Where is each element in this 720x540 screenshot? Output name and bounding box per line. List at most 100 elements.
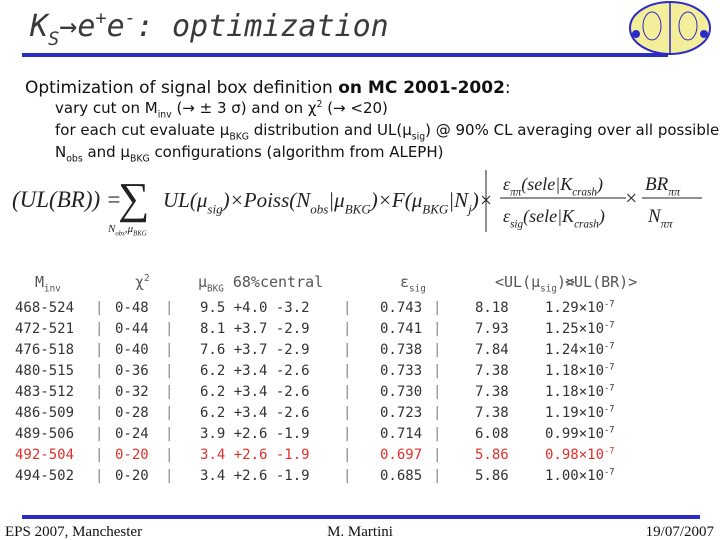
column-separator: |	[95, 342, 103, 358]
superscript: -7	[604, 341, 614, 351]
subscript: sig	[540, 284, 557, 295]
subscript: sig	[409, 284, 426, 295]
column-separator: |	[433, 447, 441, 463]
column-separator: |	[165, 363, 173, 379]
table-cell: 1.18×10-7	[545, 362, 614, 379]
subscript: crash	[574, 218, 599, 230]
logo	[629, 1, 711, 55]
text-run: 1.24×10	[545, 342, 604, 358]
subscript: inv	[44, 284, 61, 295]
table-cell: 7.93	[475, 321, 509, 337]
text-run: χ	[135, 273, 144, 291]
text-run: =	[106, 187, 122, 212]
column-separator: |	[165, 447, 173, 463]
subscript: ππ	[668, 186, 681, 199]
superscript: -7	[604, 404, 614, 414]
text-run: |μ	[328, 188, 344, 212]
text-run: <UL(μ	[495, 273, 540, 291]
heading: Optimization of signal box definition on…	[25, 78, 511, 98]
column-separator: |	[165, 468, 173, 484]
table-cell: 5.86	[475, 447, 509, 463]
text-run: 0.98×10	[545, 447, 604, 463]
text-run: |N	[448, 188, 469, 212]
br-denominator: Nππ	[647, 206, 674, 231]
text-run: on MC 2001-2002	[338, 78, 505, 98]
table-cell: 0.714	[380, 426, 422, 442]
column-separator: |	[433, 300, 441, 316]
formula-sum-range: Nobs,μBKG	[107, 223, 147, 237]
table-cell: 0-44	[115, 321, 149, 337]
column-separator: |	[433, 321, 441, 337]
formula-equals: =	[106, 187, 122, 212]
superscript: -7	[604, 467, 614, 477]
subscript: obs	[66, 154, 83, 165]
formula-times: ×	[624, 186, 638, 210]
column-separator: |	[95, 384, 103, 400]
bullet: for each cut evaluate μBKG distribution …	[55, 121, 719, 143]
br-numerator: BRππ	[645, 174, 681, 199]
table-cell: 0-24	[115, 426, 149, 442]
slide-title: KS→e+e-: optimization	[29, 8, 389, 50]
table-cell: 494-502	[15, 468, 74, 484]
column-separator: |	[343, 363, 351, 379]
superscript: 2	[317, 99, 323, 110]
text-run: 0.99×10	[545, 426, 604, 442]
table-cell: 3.4 +2.6 -1.9	[200, 447, 310, 463]
table-cell: 8.1 +3.7 -2.9	[200, 321, 310, 337]
subscript: BKG	[229, 132, 249, 143]
text-run: and μ	[83, 143, 131, 161]
subscript: BKG	[133, 230, 147, 237]
table-cell: 6.08	[475, 426, 509, 442]
table-cell: 0-40	[115, 342, 149, 358]
column-header: <UL(μsig)>	[495, 273, 575, 295]
table-cell: 7.38	[475, 405, 509, 421]
column-separator: |	[165, 321, 173, 337]
text-run: μ	[198, 273, 207, 291]
subscript: sig	[207, 201, 223, 216]
table-cell: 0-20	[115, 468, 149, 484]
text-run: ,μ	[125, 223, 134, 235]
text-run: 1.18×10	[545, 363, 604, 379]
text-run: )×	[471, 188, 493, 212]
superscript: -7	[604, 362, 614, 372]
column-separator: |	[95, 363, 103, 379]
text-run: →e	[59, 9, 95, 44]
column-header: <UL(BR)>	[565, 273, 637, 291]
table-cell: 468-524	[15, 300, 74, 316]
text-run: )×Poiss(N	[222, 188, 312, 212]
subscript: sig	[510, 218, 523, 230]
text-run: ε	[503, 206, 511, 226]
text-run: configurations (algorithm from ALEPH)	[150, 143, 444, 161]
table-cell: 6.2 +3.4 -2.6	[200, 363, 310, 379]
text-run: BR	[645, 174, 669, 195]
text-run: ) @ 90% CL averaging over all possible	[425, 121, 719, 139]
subscript: BKG	[130, 154, 150, 165]
table-cell: 0.741	[380, 321, 422, 337]
superscript: -	[125, 8, 136, 29]
column-separator: |	[95, 468, 103, 484]
superscript: +	[95, 8, 106, 29]
text-run: 68%central	[224, 273, 323, 291]
text-run: UL(μ	[163, 188, 207, 212]
column-separator: |	[343, 342, 351, 358]
table-cell: 1.18×10-7	[545, 383, 614, 400]
subscript: obs	[310, 201, 328, 216]
text-run: (UL(BR))	[12, 187, 100, 212]
superscript: -7	[604, 320, 614, 330]
subscript: ππ	[510, 186, 522, 198]
bullet: Nobs and μBKG configurations (algorithm …	[55, 143, 443, 165]
text-run: N	[107, 223, 116, 235]
table-cell: 0-36	[115, 363, 149, 379]
text-run: )×F(μ	[370, 188, 423, 212]
table-cell: 0-20	[115, 447, 149, 463]
table-cell: 0.98×10-7	[545, 446, 614, 463]
table-cell: 1.29×10-7	[545, 299, 614, 316]
column-separator: |	[343, 426, 351, 442]
text-run: )	[596, 174, 603, 195]
text-run: )	[598, 206, 605, 227]
table-cell: 0-32	[115, 384, 149, 400]
column-separator: |	[95, 405, 103, 421]
text-run: ε	[400, 273, 409, 291]
column-separator: |	[343, 321, 351, 337]
